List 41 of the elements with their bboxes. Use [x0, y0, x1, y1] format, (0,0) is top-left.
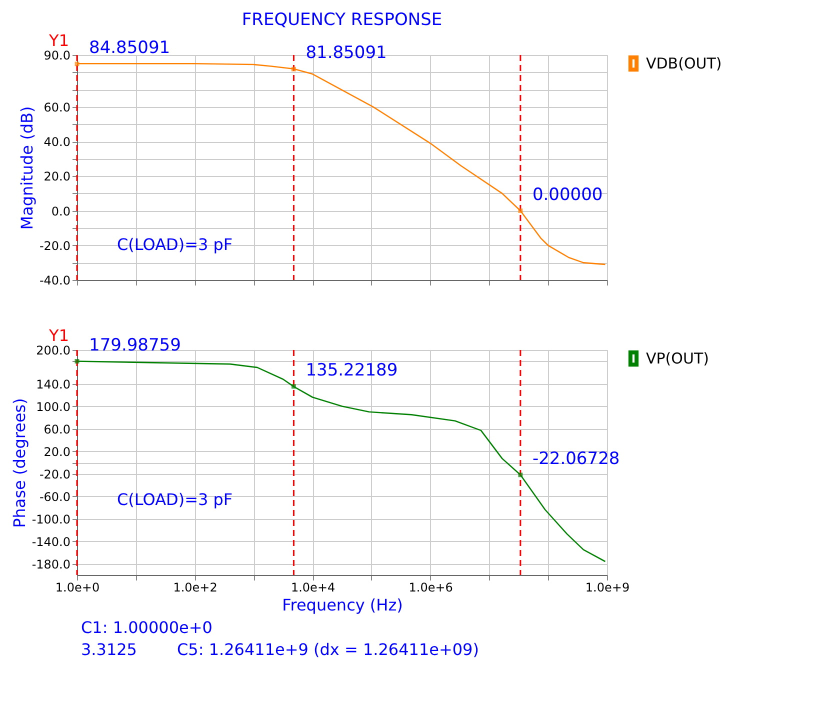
y-tick-label: 20.0 [44, 170, 70, 184]
text: Y1 [48, 31, 69, 50]
text: C5: 1.26411e+9 (dx = 1.26411e+09) [177, 640, 479, 659]
y-tick-label: 200.0 [36, 344, 70, 358]
annotation: 84.85091 [89, 38, 170, 58]
x-tick-label: 1.0e+0 [55, 580, 100, 594]
legend-label: VP(OUT) [646, 350, 709, 368]
y-tick-label: 100.0 [36, 400, 70, 414]
annotation: C(LOAD)=3 pF [117, 235, 233, 254]
annotation: -22.06728 [532, 448, 620, 469]
x-axis-title: Frequency (Hz) [282, 596, 403, 614]
text: C1: 1.00000e+0 [81, 618, 212, 637]
y-tick-label: -180.0 [32, 557, 70, 572]
x-tick-label: 1.0e+4 [290, 580, 336, 594]
y-tick-label: 90.0 [44, 48, 70, 62]
annotation: 179.98759 [89, 335, 181, 356]
x-tick-label: 1.0e+2 [173, 580, 218, 594]
x-tick-label: 1.0e+9 [585, 580, 630, 594]
annotation: 0.00000 [532, 184, 603, 205]
annotation: 135.22189 [306, 360, 398, 380]
x-tick-label: 1.0e+6 [408, 580, 453, 594]
text: 3.3125 [81, 640, 137, 659]
y-tick-label: -60.0 [39, 490, 70, 504]
y-tick-label: 60.0 [44, 100, 70, 114]
chart-title: FREQUENCY RESPONSE [242, 10, 442, 30]
y-tick-label: 20.0 [44, 444, 70, 459]
text: Y1 [48, 326, 69, 345]
y-tick-label: 140.0 [36, 377, 70, 392]
y-tick-label: -40.0 [39, 274, 70, 288]
legend-label: VDB(OUT) [646, 54, 722, 72]
y-tick-label: -20.0 [39, 238, 70, 253]
y-tick-label: -140.0 [32, 534, 70, 549]
y-tick-label: -20.0 [39, 467, 70, 482]
y-tick-label: 60.0 [44, 422, 70, 436]
annotation: C(LOAD)=3 pF [117, 490, 233, 509]
y-tick-label: -100.0 [32, 512, 70, 526]
y-axis-title: Magnitude (dB) [17, 106, 36, 230]
annotation: 81.85091 [306, 43, 387, 64]
y-axis-title: Phase (degrees) [10, 398, 29, 528]
y-tick-label: 40.0 [44, 135, 70, 150]
y-tick-label: 0.0 [51, 204, 70, 218]
